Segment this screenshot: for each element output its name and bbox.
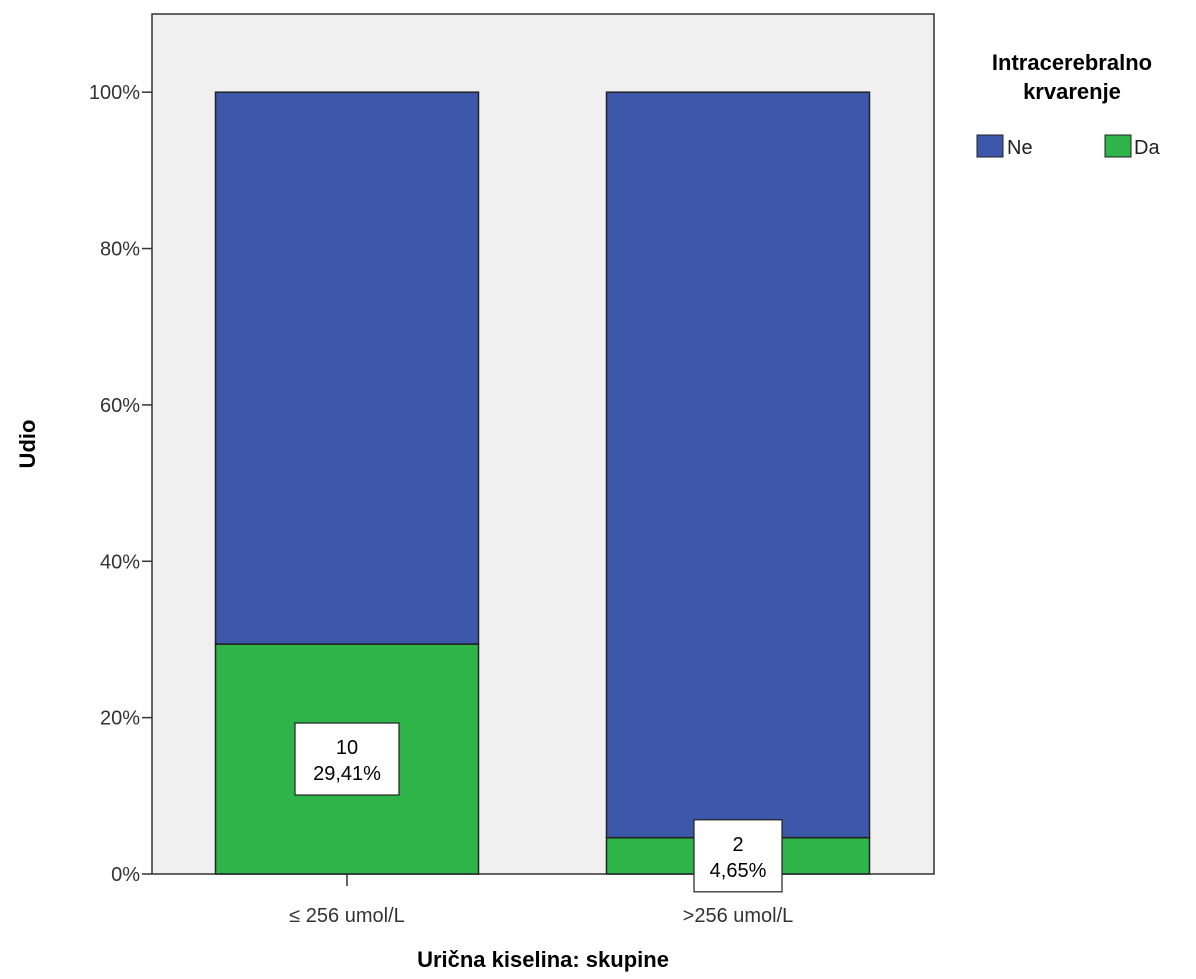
y-axis: 0% 20% 40% 60% 80% 100% [89,82,152,886]
x-tick-label: >256 umol/L [683,905,794,927]
y-axis-title: Udio [15,420,40,469]
legend-swatch-ne [976,134,1004,158]
data-label-percent: 4,65% [710,860,767,882]
legend-label-da: Da [1134,137,1160,159]
bar-ne-1 [214,91,480,645]
legend-label-ne: Ne [1007,137,1033,159]
data-label-count: 2 [732,834,743,856]
legend-title-line-1: Intracerebralno [992,50,1152,75]
legend-title-line-2: krvarenje [1023,79,1121,104]
x-tick-label: ≤ 256 umol/L [289,905,405,927]
legend: Intracerebralno krvarenje Ne Da [976,50,1160,159]
y-tick-label: 20% [100,708,140,730]
y-tick-label: 80% [100,239,140,261]
x-axis: ≤ 256 umol/L >256 umol/L [289,874,793,927]
bar-ne-2 [605,91,871,839]
y-tick-label: 40% [100,551,140,573]
data-label-box [294,722,400,796]
y-tick-label: 0% [111,864,140,886]
legend-swatch-da [1104,134,1132,158]
data-labels-group: 10 29,41% 2 4,65% [294,722,783,893]
bars-group [214,91,871,875]
x-axis-title: Urična kiselina: skupine [417,947,669,972]
data-label-count: 10 [336,737,358,759]
data-label-percent: 29,41% [313,763,381,785]
y-tick-label: 100% [89,82,140,104]
y-tick-label: 60% [100,395,140,417]
data-label-box [693,819,783,893]
